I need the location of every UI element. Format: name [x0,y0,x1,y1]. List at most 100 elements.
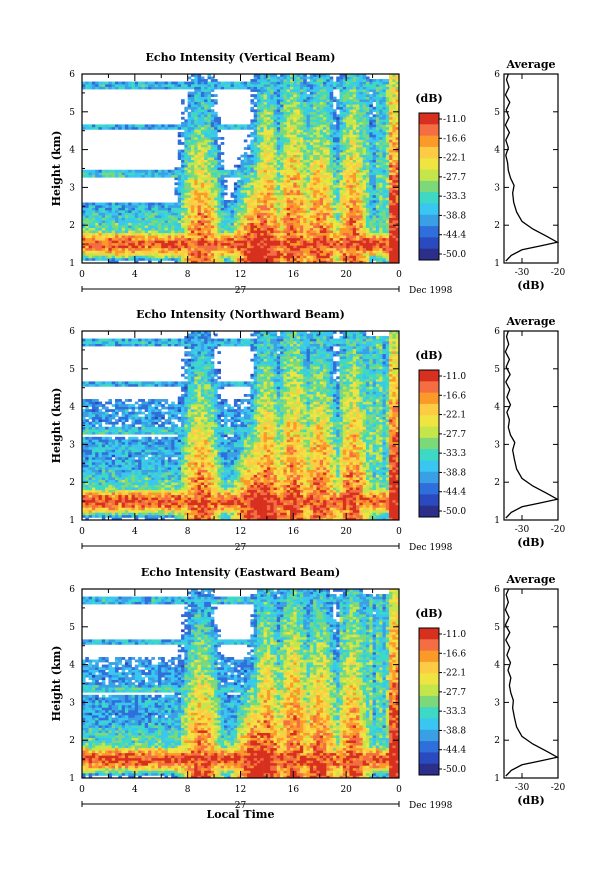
heatmap-cell [319,147,324,150]
heatmap-cell [323,106,327,110]
heatmap-cell [280,147,284,150]
heatmap-cell [200,222,205,226]
heatmap-cell [332,237,337,241]
heatmap-cell [223,169,228,173]
heatmap-cell [85,205,89,208]
heatmap-cell [243,126,248,130]
heatmap-cell [309,164,314,168]
heatmap-cell [276,111,281,115]
heatmap-cell [280,99,284,103]
heatmap-cell [319,212,324,216]
heatmap-cell [319,164,324,168]
heatmap-cell [233,237,238,241]
heatmap-cell [260,227,264,231]
heatmap-cell [369,194,373,198]
heatmap-cell [342,142,347,145]
heatmap-cell [247,245,251,249]
heatmap-cell [253,169,258,173]
heatmap-cell [309,242,314,246]
heatmap-cell [293,137,297,140]
heatmap-cell [144,172,149,176]
heatmap-cell [263,101,268,105]
heatmap-cell [306,159,311,163]
heatmap-cell [214,235,218,239]
heatmap-cell [197,227,202,231]
heatmap-cell [105,86,109,90]
heatmap-cell [319,154,324,158]
heatmap-cell [263,217,268,221]
heatmap-cell [316,149,321,153]
heatmap-cell [250,172,255,176]
heatmap-cell [197,217,202,221]
heatmap-cell [164,212,169,216]
heatmap-cell [115,225,119,229]
heatmap-cell [227,169,231,173]
heatmap-cell [332,174,337,178]
heatmap-cell [356,131,360,135]
heatmap-cell [230,124,235,128]
heatmap-cell [283,104,288,108]
heatmap-cell [181,149,185,153]
heatmap-cell [342,131,347,135]
heatmap-cell [194,194,198,198]
heatmap-cell [257,129,261,133]
heatmap-cell [207,182,212,186]
heatmap-cell [128,202,132,206]
heatmap-cell [207,189,212,193]
heatmap-cell [243,220,248,223]
heatmap-cell [283,137,288,140]
heatmap-cell [290,96,294,100]
heatmap-cell [339,137,344,140]
heatmap-cell [181,152,185,155]
heatmap-cell [190,242,195,246]
heatmap-cell [177,126,182,130]
heatmap-cell [319,169,324,173]
heatmap-cell [369,237,373,241]
heatmap-cell [217,245,221,249]
heatmap-cell [194,94,198,97]
heatmap-cell [299,89,304,92]
heatmap-cell [359,237,363,241]
heatmap-cell [309,129,314,133]
heatmap-cell [200,207,205,211]
heatmap-cell [362,187,367,191]
heatmap-cell [356,192,360,196]
heatmap-cell [217,182,221,186]
heatmap-cell [323,194,327,198]
heatmap-cell [352,205,357,208]
heatmap-cell [286,179,291,183]
heatmap-cell [253,247,258,251]
heatmap-cell [309,116,314,120]
heatmap-cell [293,142,297,145]
heatmap-cell [187,215,192,218]
heatmap-cell [276,222,281,226]
heatmap-cell [220,172,225,176]
heatmap-cell [326,212,330,216]
heatmap-cell [204,255,208,259]
heatmap-cell [134,247,139,251]
heatmap-cell [316,159,321,163]
heatmap-cell [124,205,129,208]
heatmap-cell [210,162,215,166]
heatmap-cell [237,230,241,234]
heatmap-cell [372,164,377,168]
heatmap-cell [290,129,294,133]
heatmap-cell [323,149,327,153]
heatmap-cell [369,124,373,128]
heatmap-cell [286,124,291,128]
heatmap-cell [346,149,350,153]
heatmap-cell [352,124,357,128]
heatmap-cell [95,210,99,213]
heatmap-cell [237,222,241,226]
heatmap-cell [293,154,297,158]
heatmap-cell [369,111,373,115]
heatmap-cell [303,99,307,103]
heatmap-cell [260,137,264,140]
heatmap-cell [115,250,119,254]
heatmap-cell [313,187,317,191]
heatmap-cell [214,202,218,206]
heatmap-cell [197,81,202,85]
heatmap-cell [247,215,251,218]
heatmap-cell [283,86,288,90]
heatmap-cell [194,81,198,85]
